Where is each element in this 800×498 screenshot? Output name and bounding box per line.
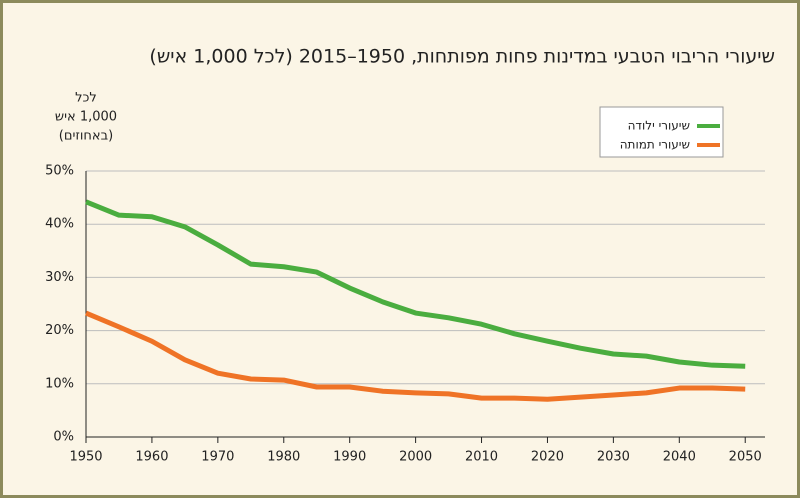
x-tick-label: 1950	[69, 450, 102, 465]
y-axis-label: 1,000 איש	[55, 110, 117, 125]
x-tick-label: 1960	[135, 450, 168, 465]
y-axis-label: לכל	[75, 91, 97, 106]
x-tick-label: 2010	[465, 450, 498, 465]
y-tick-label: 10%	[45, 376, 74, 391]
y-tick-label: 50%	[45, 164, 74, 179]
legend-label: שיעורי תמותה	[620, 138, 690, 152]
legend-box	[599, 106, 724, 158]
x-tick-label: 2050	[729, 450, 762, 465]
y-tick-label: 30%	[45, 270, 74, 285]
x-tick-label: 2020	[531, 450, 564, 465]
y-tick-label: 40%	[45, 217, 74, 232]
y-tick-label: 20%	[45, 323, 74, 338]
x-tick-label: 1980	[267, 450, 300, 465]
y-axis-label: (באחוזים)	[59, 129, 113, 144]
x-tick-label: 2030	[597, 450, 630, 465]
legend-label: שיעורי ילודה	[628, 119, 690, 133]
x-tick-label: 2040	[663, 450, 696, 465]
series-line	[85, 310, 746, 402]
x-tick-label: 2000	[399, 450, 432, 465]
x-tick-label: 1990	[333, 450, 366, 465]
series-line	[85, 199, 746, 369]
chart-title: שיעורי הריבוי הטבעי במדינות פחות מפותחות…	[149, 46, 775, 68]
y-tick-label: 0%	[53, 430, 74, 445]
x-tick-label: 1970	[201, 450, 234, 465]
